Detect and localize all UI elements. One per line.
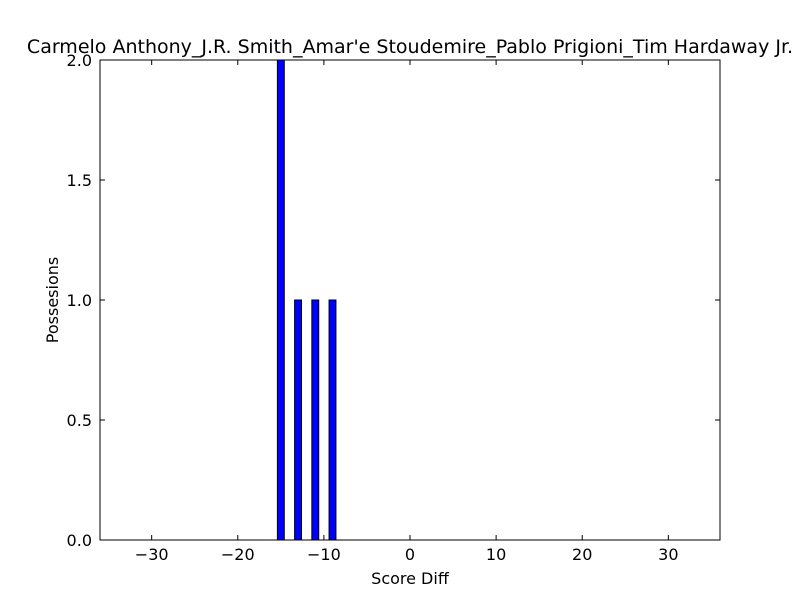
x-tick-label: 20	[572, 545, 592, 564]
bar-1	[276, 59, 285, 541]
bar-2	[294, 299, 303, 541]
y-tick-label: 1.5	[67, 171, 92, 190]
x-axis-label: Score Diff	[371, 569, 450, 588]
y-axis-label: Possesions	[43, 257, 62, 343]
plot-area	[99, 59, 721, 541]
y-tick-label: 1.0	[67, 291, 92, 310]
bar-3	[311, 299, 320, 541]
x-tick-label: 10	[486, 545, 506, 564]
y-tick-label: 0.5	[67, 411, 92, 430]
x-tick-label: −10	[307, 545, 341, 564]
bar-4	[328, 299, 337, 541]
x-tick-label: −30	[135, 545, 169, 564]
ticks-layer: −30 −20 −10 0 10 20 30 0.0 0.5 1.0 1.5 2.0	[67, 51, 720, 564]
bars-layer	[276, 59, 337, 541]
y-tick-label: 0.0	[67, 531, 92, 550]
y-tick-label: 2.0	[67, 51, 92, 70]
x-tick-label: −20	[221, 545, 255, 564]
x-tick-label: 30	[658, 545, 678, 564]
chart-title: Carmelo Anthony_J.R. Smith_Amar'e Stoude…	[27, 36, 793, 58]
x-tick-label: 0	[405, 545, 415, 564]
